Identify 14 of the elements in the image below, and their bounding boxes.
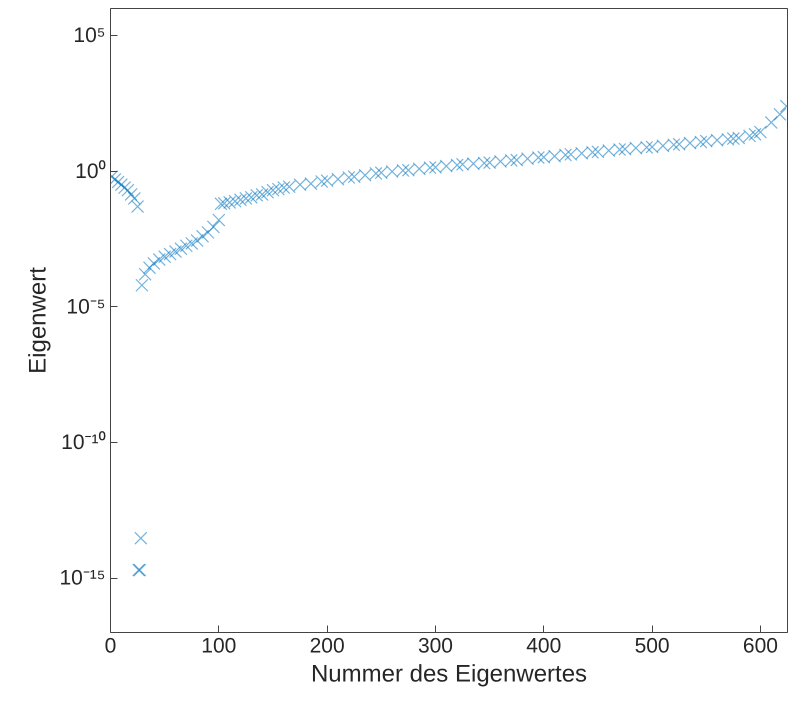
y-axis-title: Eigenwert: [24, 266, 52, 374]
y-tick-label: 10⁻¹⁵: [59, 566, 106, 590]
y-tick-label: 10⁻⁵: [66, 295, 106, 318]
x-tick-label: 600: [742, 634, 778, 658]
x-tick-label: 500: [634, 634, 670, 658]
x-tick-label: 100: [201, 634, 236, 658]
x-tick-label: 200: [310, 634, 345, 658]
x-tick-label: 400: [526, 634, 562, 658]
y-tick-label: 10⁻¹⁰: [61, 431, 106, 454]
y-tick-label: 10⁵: [73, 24, 106, 48]
x-tick-label: 0: [104, 634, 116, 658]
x-axis-title: Nummer des Eigenwertes: [310, 660, 588, 688]
x-tick-label: 300: [418, 634, 453, 658]
y-tick-label: 10⁰: [75, 160, 106, 183]
